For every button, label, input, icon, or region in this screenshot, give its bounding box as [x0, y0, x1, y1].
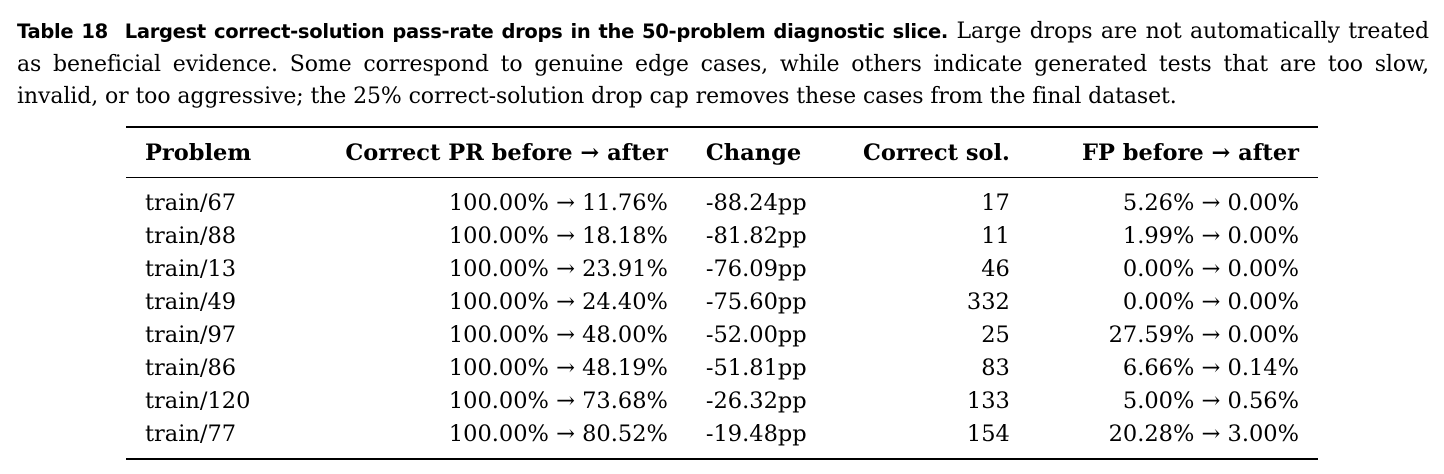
header-fp: FP before → after: [1082, 139, 1299, 166]
cell-problem: train/120: [145, 387, 251, 414]
header-correct-pr: Correct PR before → after: [345, 139, 668, 166]
caption-title: Largest correct-solution pass-rate drops…: [124, 20, 949, 43]
cell-problem: train/77: [145, 420, 237, 447]
table-row: train/13 100.00% → 23.91% -76.09pp 46 0.…: [126, 252, 1318, 285]
cell-fp: 6.66% → 0.14%: [1122, 354, 1299, 381]
table-row: train/120 100.00% → 73.68% -26.32pp 133 …: [126, 384, 1318, 417]
results-table: Problem Correct PR before → after Change…: [126, 126, 1318, 460]
cell-fp: 5.26% → 0.00%: [1122, 189, 1299, 216]
header-correct-sol: Correct sol.: [862, 139, 1010, 166]
cell-change: -88.24pp: [705, 189, 807, 216]
cell-fp: 1.99% → 0.00%: [1122, 222, 1299, 249]
cell-correct-pr: 100.00% → 80.52%: [448, 420, 668, 447]
cell-change: -81.82pp: [705, 222, 807, 249]
caption-label: Table 18: [17, 20, 108, 43]
table-row: train/77 100.00% → 80.52% -19.48pp 154 2…: [126, 417, 1318, 459]
cell-change: -52.00pp: [705, 321, 807, 348]
table-row: train/97 100.00% → 48.00% -52.00pp 25 27…: [126, 318, 1318, 351]
cell-fp: 5.00% → 0.56%: [1122, 387, 1299, 414]
cell-correct-pr: 100.00% → 18.18%: [448, 222, 668, 249]
table-caption: Table 18 Largest correct-solution pass-r…: [17, 16, 1429, 114]
cell-correct-sol: 17: [981, 189, 1010, 216]
cell-correct-pr: 100.00% → 24.40%: [448, 288, 668, 315]
cell-correct-sol: 46: [981, 255, 1010, 282]
table-row: train/88 100.00% → 18.18% -81.82pp 11 1.…: [126, 219, 1318, 252]
caption-text: Large drops are not automatically treate…: [17, 19, 1429, 109]
header-problem: Problem: [145, 139, 252, 166]
cell-fp: 27.59% → 0.00%: [1108, 321, 1299, 348]
cell-correct-pr: 100.00% → 48.19%: [448, 354, 668, 381]
cell-correct-sol: 154: [966, 420, 1010, 447]
cell-problem: train/49: [145, 288, 237, 315]
cell-correct-pr: 100.00% → 23.91%: [448, 255, 668, 282]
cell-correct-sol: 332: [966, 288, 1010, 315]
cell-correct-pr: 100.00% → 11.76%: [448, 189, 668, 216]
table-row: train/67 100.00% → 11.76% -88.24pp 17 5.…: [126, 178, 1318, 220]
results-table-container: Problem Correct PR before → after Change…: [126, 126, 1318, 460]
cell-change: -76.09pp: [705, 255, 807, 282]
cell-problem: train/97: [145, 321, 237, 348]
cell-change: -26.32pp: [705, 387, 807, 414]
cell-change: -51.81pp: [705, 354, 807, 381]
cell-correct-sol: 133: [966, 387, 1010, 414]
cell-correct-sol: 25: [981, 321, 1010, 348]
cell-correct-pr: 100.00% → 48.00%: [448, 321, 668, 348]
cell-problem: train/67: [145, 189, 237, 216]
header-change: Change: [705, 139, 802, 166]
cell-correct-pr: 100.00% → 73.68%: [448, 387, 668, 414]
cell-fp: 0.00% → 0.00%: [1122, 255, 1299, 282]
table-row: train/49 100.00% → 24.40% -75.60pp 332 0…: [126, 285, 1318, 318]
cell-fp: 20.28% → 3.00%: [1108, 420, 1299, 447]
cell-problem: train/88: [145, 222, 237, 249]
cell-correct-sol: 83: [981, 354, 1010, 381]
cell-change: -19.48pp: [705, 420, 807, 447]
cell-fp: 0.00% → 0.00%: [1122, 288, 1299, 315]
table-row: train/86 100.00% → 48.19% -51.81pp 83 6.…: [126, 351, 1318, 384]
cell-change: -75.60pp: [705, 288, 807, 315]
cell-correct-sol: 11: [981, 222, 1010, 249]
header-row: Problem Correct PR before → after Change…: [126, 127, 1318, 178]
cell-problem: train/13: [145, 255, 237, 282]
cell-problem: train/86: [145, 354, 237, 381]
